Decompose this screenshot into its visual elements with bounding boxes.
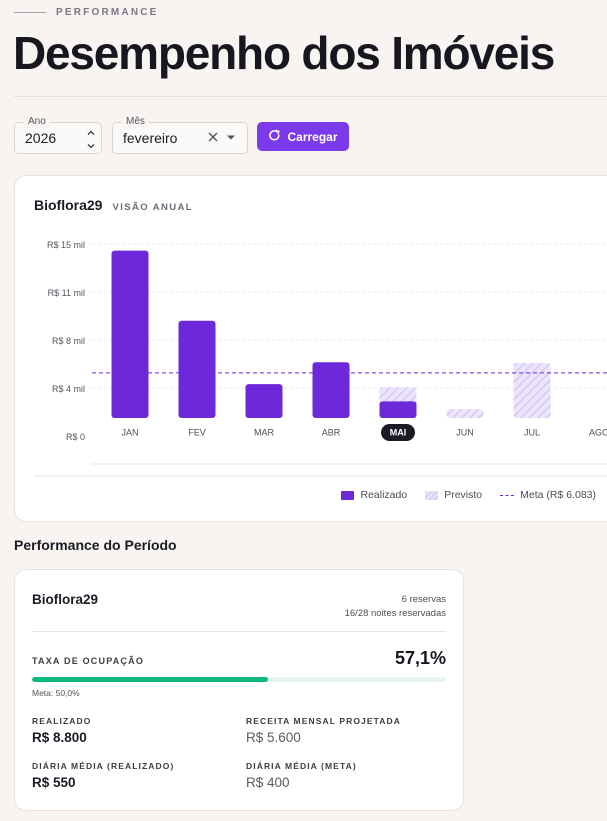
x-tick-label: JUL: [524, 427, 540, 437]
refresh-icon: [268, 129, 281, 145]
clear-icon[interactable]: [203, 127, 223, 152]
year-value[interactable]: 2026: [25, 130, 57, 146]
header-divider: [14, 96, 607, 97]
kpi-avg-realized-value: R$ 550: [32, 775, 76, 790]
section-title: Performance do Período: [14, 537, 177, 553]
kpi-avg-meta-value: R$ 400: [246, 775, 290, 790]
card-divider: [32, 631, 446, 632]
forecast-bar: [513, 362, 551, 418]
chart-subtitle: VISÃO ANUAL: [112, 202, 193, 213]
x-tick-label: FEV: [188, 427, 206, 437]
chart-header: Bioflora29 VISÃO ANUAL: [34, 197, 193, 213]
kpi-projected-value: R$ 5.600: [246, 730, 301, 745]
x-tick-label: AGO: [589, 427, 607, 437]
realized-bar: [111, 250, 149, 418]
kpi-projected-label: RECEITA MENSAL PROJETADA: [246, 716, 402, 726]
eyebrow-text: PERFORMANCE: [56, 6, 159, 18]
eyebrow-rule: [14, 11, 46, 13]
x-tick-label: MAR: [254, 427, 275, 437]
x-tick-label-selected: MAI: [390, 427, 407, 437]
kpi-avg-meta-label: DIÁRIA MÉDIA (META): [246, 761, 357, 771]
legend-realized: Realizado: [341, 489, 407, 501]
year-field-label: Ano: [24, 116, 50, 128]
kpi-realized-label: REALIZADO: [32, 716, 92, 726]
realized-bar: [245, 384, 283, 418]
nights-booked: 16/28 noites reservadas: [344, 608, 446, 619]
booking-summary: 6 reservas 16/28 noites reservadas: [345, 593, 446, 621]
y-tick-label: R$ 15 mil: [47, 240, 85, 250]
forecast-swatch: [425, 490, 439, 500]
month-value: fevereiro: [123, 130, 178, 146]
y-tick-label: R$ 8 mil: [52, 336, 85, 346]
year-field[interactable]: Ano 2026: [14, 116, 102, 154]
chart-legend: Realizado Previsto Meta (R$ 6.083): [341, 489, 596, 501]
kpi-projected: RECEITA MENSAL PROJETADA R$ 5.600: [246, 716, 401, 745]
x-tick-label: ABR: [322, 427, 341, 437]
realized-bar: [379, 401, 417, 418]
x-tick-label: JUN: [456, 427, 474, 437]
y-tick-label: R$ 11 mil: [48, 288, 85, 298]
x-tick-label: JAN: [121, 427, 138, 437]
kpi-avg-realized: DIÁRIA MÉDIA (REALIZADO) R$ 550: [32, 761, 174, 790]
chart-property-name: Bioflora29: [34, 197, 103, 213]
occupancy-progress: [32, 677, 446, 682]
month-field-label: Mês: [122, 116, 149, 128]
chevron-up-icon[interactable]: [86, 125, 96, 138]
selected-month-pill: [381, 424, 415, 441]
realized-swatch: [341, 490, 355, 500]
kpi-avg-meta: DIÁRIA MÉDIA (META) R$ 400: [246, 761, 357, 790]
forecast-bar: [446, 409, 484, 418]
legend-forecast: Previsto: [425, 489, 482, 501]
occupancy-progress-fill: [32, 677, 269, 682]
property-name: Bioflora29: [32, 592, 99, 607]
y-tick-label: R$ 4 mil: [52, 384, 85, 394]
legend-realized-label: Realizado: [360, 489, 408, 501]
y-tick-label: R$ 0: [66, 432, 85, 442]
chevron-down-icon[interactable]: [86, 138, 96, 151]
kpi-realized-value: R$ 8.800: [32, 730, 87, 745]
performance-card: Bioflora29 6 reservas 16/28 noites reser…: [14, 569, 464, 811]
occupancy-meta: Meta: 50,0%: [32, 688, 80, 698]
reservation-count: 6 reservas: [401, 594, 446, 605]
realized-bar: [312, 362, 350, 418]
page-eyebrow: PERFORMANCE: [14, 6, 159, 18]
caret-down-icon[interactable]: [221, 127, 241, 152]
annual-chart-card: Bioflora29 VISÃO ANUAL R$ 15 mil R$ 11 mi…: [14, 175, 607, 522]
month-select[interactable]: Mês fevereiro: [112, 116, 248, 154]
legend-meta-label: Meta (R$ 6.083): [520, 489, 596, 501]
realized-bar: [178, 320, 216, 418]
kpi-avg-realized-label: DIÁRIA MÉDIA (REALIZADO): [32, 761, 175, 771]
annual-bar-chart: R$ 15 mil R$ 11 mil R$ 8 mil R$ 4 mil R$ 0 JA…: [34, 240, 607, 477]
meta-swatch: [500, 494, 515, 496]
year-stepper[interactable]: [85, 125, 97, 151]
load-button-label: Carregar: [287, 129, 338, 144]
load-button[interactable]: Carregar: [257, 122, 349, 151]
kpi-realized: REALIZADO R$ 8.800: [32, 716, 91, 745]
legend-forecast-label: Previsto: [444, 489, 483, 501]
page-title: Desempenho dos Imóveis: [13, 27, 555, 79]
occupancy-label: TAXA DE OCUPAÇÃO: [32, 656, 145, 666]
occupancy-value: 57,1%: [394, 648, 446, 668]
legend-meta: Meta (R$ 6.083): [500, 489, 596, 501]
